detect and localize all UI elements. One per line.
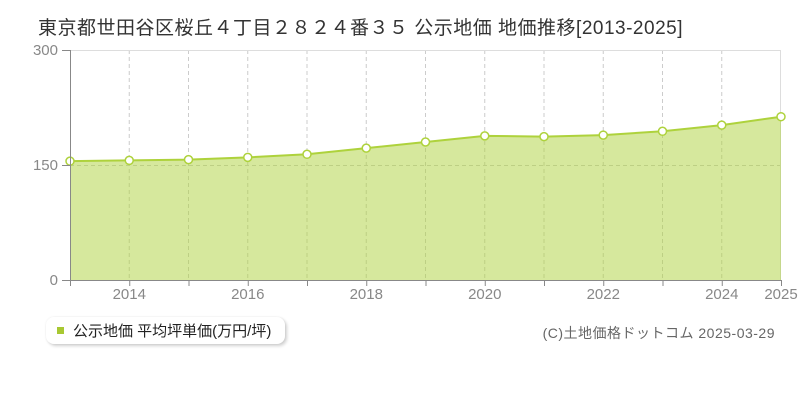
legend-series-bullet-icon: [57, 327, 64, 334]
y-tick-label: 0: [50, 272, 58, 289]
axes: [62, 50, 782, 286]
y-tick-label: 150: [33, 157, 58, 174]
x-tick-label: 2014: [113, 286, 146, 303]
x-tick-label: 2025: [764, 286, 797, 303]
x-tick-label: 2024: [705, 286, 738, 303]
copyright-notice: (C)土地価格ドットコム 2025-03-29: [542, 325, 775, 341]
y-tick-label: 300: [33, 42, 58, 59]
legend: 公示地価 平均坪単価(万円/坪): [46, 317, 286, 344]
x-tick-label: 2022: [587, 286, 620, 303]
chart-title: 東京都世田谷区桜丘４丁目２８２４番３５ 公示地価 地価推移[2013-2025]: [38, 18, 683, 39]
x-tick-label: 2018: [350, 286, 383, 303]
x-tick-label: 2016: [231, 286, 264, 303]
legend-series-label: 公示地価 平均坪単価(万円/坪): [73, 323, 272, 340]
x-tick-label: 2020: [468, 286, 501, 303]
axis-tick-labels: 0 150 300 2014 2016 2018 2020 2022 2024 2025: [33, 42, 798, 303]
